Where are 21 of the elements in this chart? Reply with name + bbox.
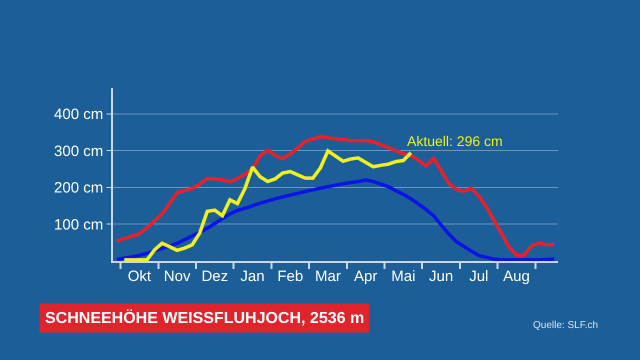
source-note: Quelle: SLF.ch [533,320,598,331]
text: SCHNEEHÖHE WEISSFLUHJOCH, 2536 m [45,309,364,327]
x-tick-label: Aug [503,268,530,285]
y-tick-label: 200 cm [54,180,104,197]
line-series [122,149,413,261]
x-tick-label: Mar [315,268,341,285]
x-tick-label: Okt [128,268,152,285]
x-tick-label: Jul [469,268,488,285]
x-tick-label: Nov [164,268,191,285]
x-tick-label: Jan [240,268,265,285]
y-tick-label: 400 cm [54,106,104,124]
x-tick-label: Apr [354,268,378,285]
x-tick-label: Jun [428,268,454,285]
annotation: Aktuell: 296 cm [407,133,503,149]
y-tick-label: 100 cm [54,216,104,234]
x-tick-label: Mai [391,268,416,285]
x-tick-label: Feb [277,268,304,285]
line-series [115,178,556,261]
y-tick-label: 300 cm [54,142,104,160]
line-series [115,134,556,257]
x-tick-label: Dez [201,268,228,285]
